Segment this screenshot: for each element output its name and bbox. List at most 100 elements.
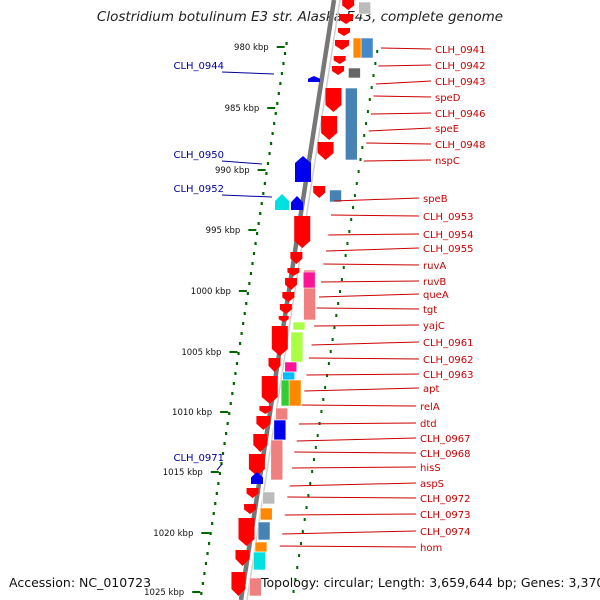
scale-dot (245, 302, 248, 305)
gene-label-clh-0973: CLH_0973 (420, 510, 471, 521)
feature-box (282, 371, 296, 381)
outer-track-dot (374, 62, 377, 65)
scale-dot (254, 242, 257, 245)
reverse-gene-arrow (308, 76, 320, 82)
scale-label: 995 kbp (206, 226, 241, 236)
label-leader-line (216, 463, 223, 471)
label-leader-line (221, 71, 275, 75)
outer-track-dot (335, 314, 338, 317)
outer-track-dot (331, 338, 334, 341)
scale-dot (221, 452, 225, 455)
scale-dot (276, 102, 279, 105)
forward-gene-arrow (256, 416, 271, 430)
scale-dot (225, 432, 228, 435)
scale-dot (274, 112, 277, 115)
label-leader-line (279, 545, 417, 548)
scale-dot (209, 532, 212, 535)
label-leader-line (306, 373, 420, 376)
scale-dot (232, 382, 235, 385)
scale-dot (211, 522, 214, 525)
outer-track-dot (314, 446, 317, 449)
gene-label-clh-0974: CLH_0974 (420, 527, 471, 538)
map-title: Clostridium botulinum E3 str. Alaska E43… (96, 9, 504, 25)
label-leader-line (331, 214, 420, 217)
scale-dot (249, 272, 253, 275)
feature-box (253, 551, 266, 571)
scale-dot (231, 392, 234, 395)
scale-label: 990 kbp (215, 166, 250, 176)
scale-dot (207, 542, 211, 545)
feature-box (288, 379, 302, 407)
scale-dot (203, 572, 206, 575)
gene-label-tgt: tgt (423, 305, 437, 316)
gene-label-ruvb: ruvB (423, 277, 446, 288)
scale-dot (257, 222, 260, 225)
outer-track-dot (305, 506, 308, 509)
scale-dot (246, 292, 249, 295)
gene-label-clh-0942: CLH_0942 (435, 61, 486, 72)
forward-gene-arrow (335, 40, 349, 50)
forward-gene-arrow (285, 278, 298, 290)
label-leader-line (284, 513, 417, 516)
feature-box (262, 491, 276, 505)
scale-dot (229, 402, 232, 405)
scale-dot (273, 122, 276, 125)
outer-track-dot (352, 206, 355, 209)
feature-box (358, 1, 371, 15)
gene-label-clh-0954: CLH_0954 (423, 230, 474, 241)
gene-label-apt: apt (423, 384, 439, 395)
outer-track-dot (301, 530, 304, 533)
forward-gene-arrow (238, 518, 255, 546)
scale-dot (220, 462, 223, 465)
scale-label: 980 kbp (234, 43, 269, 53)
forward-gene-arrow (342, 0, 355, 10)
outer-track-dot (361, 146, 364, 149)
label-leader-line (287, 496, 417, 499)
scale-dot (285, 42, 288, 45)
forward-gene-arrow (244, 504, 257, 514)
scale-dot (226, 422, 229, 425)
scale-dot (271, 132, 274, 135)
feature-box (249, 577, 262, 597)
label-leader-line (289, 482, 417, 487)
outer-track-dot (329, 350, 332, 353)
forward-gene-arrow (271, 326, 288, 356)
scale-label: 1000 kbp (191, 287, 231, 297)
feature-box (302, 271, 316, 289)
outer-track-dot (311, 470, 314, 473)
feature-box (360, 37, 374, 59)
outer-track-dot (322, 398, 325, 401)
reverse-gene-arrow (251, 472, 263, 484)
scale-dot (240, 332, 243, 335)
scale-dot (268, 152, 271, 155)
label-leader-line (380, 47, 432, 50)
outer-track-dot (355, 182, 358, 185)
gene-label-clh-0941: CLH_0941 (435, 45, 486, 56)
gene-label-clh-0948: CLH_0948 (435, 140, 486, 151)
label-leader-line (368, 127, 432, 132)
scale-dot (265, 172, 268, 175)
gene-label-clh-0962: CLH_0962 (423, 355, 474, 366)
outer-track-dot (309, 482, 312, 485)
label-leader-line (363, 159, 432, 162)
scale-dot (237, 352, 240, 355)
feature-box (292, 321, 306, 331)
outer-track-dot (350, 218, 353, 221)
scale-label: 985 kbp (225, 104, 260, 114)
forward-gene-arrow (261, 376, 278, 404)
outer-track-dot (294, 578, 297, 581)
forward-gene-arrow (325, 88, 342, 112)
scale-dot (266, 162, 270, 165)
label-leader-line (298, 422, 417, 425)
outer-track-dot (357, 170, 360, 173)
outer-track-dot (340, 278, 343, 281)
gene-label-clh-0950: CLH_0950 (173, 150, 224, 161)
label-leader-line (316, 307, 420, 310)
scale-dot (215, 492, 218, 495)
scale-dot (280, 72, 284, 75)
forward-gene-arrow (259, 406, 272, 414)
forward-gene-arrow (332, 66, 345, 75)
scale-label: 1020 kbp (153, 529, 193, 539)
reverse-gene-arrow (291, 196, 303, 210)
scale-dot (263, 182, 266, 185)
